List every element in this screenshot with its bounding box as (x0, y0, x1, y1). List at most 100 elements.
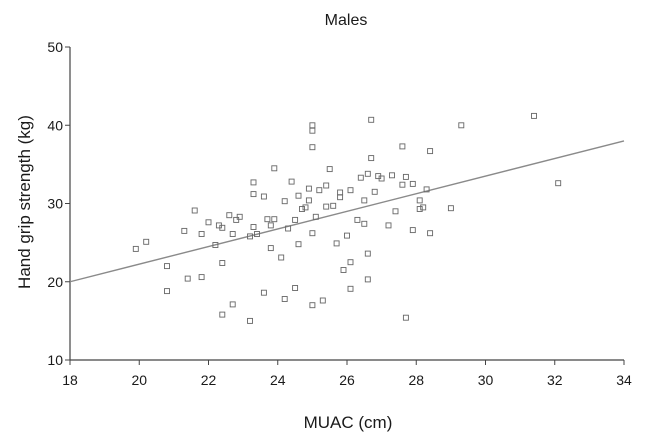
data-point (364, 170, 371, 177)
y-tick-label: 10 (47, 352, 63, 368)
regression-line (69, 140, 625, 283)
data-point (326, 166, 333, 173)
y-axis-ticks: 10 20 30 40 50 (47, 39, 70, 368)
data-point (409, 180, 416, 187)
x-tick-label: 30 (478, 372, 494, 388)
data-point (312, 213, 319, 220)
data-point (323, 203, 330, 210)
data-point (260, 289, 267, 296)
data-point (399, 143, 406, 150)
data-point (295, 192, 302, 199)
data-point (281, 198, 288, 205)
data-point (368, 155, 375, 162)
data-point (250, 179, 257, 186)
data-point (285, 225, 292, 232)
data-point (330, 202, 337, 209)
data-point (423, 186, 430, 193)
data-point (271, 165, 278, 172)
data-point (385, 222, 392, 229)
data-point (205, 219, 212, 226)
axes (69, 47, 624, 361)
data-point (371, 188, 378, 195)
data-point (299, 206, 305, 212)
data-point (292, 285, 299, 291)
data-point (219, 260, 226, 266)
data-point (309, 122, 316, 129)
data-point (333, 240, 340, 247)
data-point (347, 259, 354, 266)
y-tick-label: 30 (47, 196, 63, 212)
data-point (295, 241, 302, 248)
x-tick-label: 32 (547, 372, 563, 388)
data-point (271, 216, 278, 223)
y-tick-label: 40 (47, 117, 63, 133)
data-point (364, 276, 371, 283)
data-point (198, 231, 205, 237)
data-point (344, 232, 350, 239)
data-point (302, 204, 309, 211)
data-point (399, 181, 406, 188)
data-point (389, 172, 395, 179)
data-point (323, 182, 330, 189)
data-point (309, 144, 316, 151)
data-point (402, 173, 409, 180)
data-point (427, 230, 434, 237)
data-point (305, 185, 312, 192)
data-point (288, 178, 295, 185)
data-point (309, 302, 316, 309)
x-tick-label: 24 (270, 372, 286, 388)
data-point (316, 187, 323, 194)
data-point (164, 263, 170, 270)
data-point (229, 301, 236, 308)
data-point (361, 220, 368, 227)
data-point (267, 245, 274, 252)
x-axis-ticks: 18 20 22 24 26 28 30 32 34 (62, 360, 632, 388)
data-point (233, 216, 240, 223)
data-point (427, 148, 434, 155)
data-point (254, 231, 260, 237)
data-point (416, 206, 423, 212)
data-point (198, 274, 205, 281)
data-point (260, 193, 267, 200)
data-point (132, 245, 139, 252)
data-point (392, 208, 399, 215)
data-point (309, 127, 316, 134)
data-point (402, 314, 409, 321)
data-point (420, 204, 427, 211)
data-point (361, 197, 368, 204)
data-point (264, 216, 271, 223)
data-point (357, 174, 364, 181)
chart-title: Males (325, 12, 368, 29)
x-tick-label: 18 (62, 372, 78, 388)
data-point (347, 285, 354, 292)
data-points (132, 112, 562, 324)
data-point (309, 230, 316, 237)
data-point (354, 216, 361, 223)
data-point (143, 238, 150, 245)
data-point (250, 191, 257, 198)
data-point (319, 297, 326, 304)
data-point (364, 250, 371, 257)
data-point (219, 224, 226, 231)
data-point (212, 242, 219, 248)
data-point (219, 311, 226, 318)
data-point (181, 227, 188, 234)
data-point (229, 231, 236, 237)
data-point (447, 205, 454, 212)
data-point (409, 227, 416, 234)
x-axis-label: MUAC (cm) (304, 413, 393, 432)
data-point (247, 317, 253, 324)
y-tick-label: 20 (47, 274, 63, 290)
data-point (278, 254, 285, 261)
data-point (226, 212, 233, 219)
data-point (247, 233, 253, 240)
data-point (184, 275, 191, 282)
data-point (305, 197, 312, 204)
data-point (281, 296, 288, 302)
data-point (340, 267, 347, 273)
data-point (368, 116, 375, 123)
data-point (337, 189, 344, 196)
x-tick-label: 26 (339, 372, 355, 388)
data-point (531, 112, 537, 119)
